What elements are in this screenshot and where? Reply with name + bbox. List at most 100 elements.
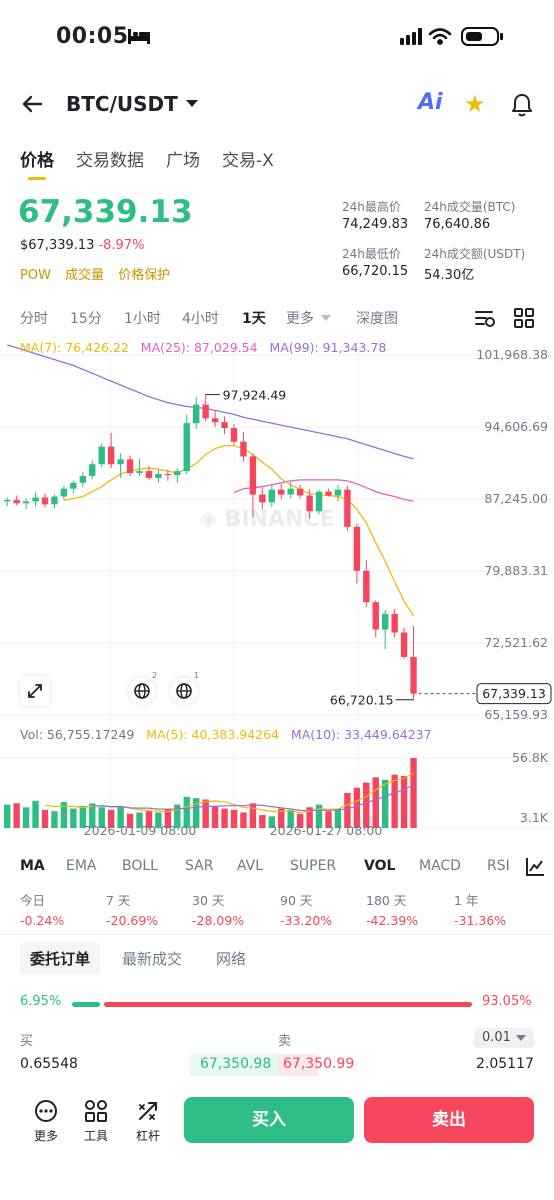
more-dots-icon xyxy=(35,1100,57,1122)
price-chart[interactable]: 101,968.38 94,606.69 87,245.00 79,883.31 72,… xyxy=(0,340,554,836)
candle xyxy=(136,471,143,474)
vol-ma10-line xyxy=(92,784,414,812)
stat-vol-btc: 24h成交量(BTC) 76,640.86 xyxy=(424,198,515,232)
fullscreen-button[interactable] xyxy=(20,676,50,706)
tag-pow[interactable]: POW xyxy=(20,268,51,283)
buy-ratio: 6.95% xyxy=(20,994,62,1009)
tab-price[interactable]: 价格 xyxy=(20,151,54,171)
candle xyxy=(249,456,257,495)
bid-price: 67,350.98 xyxy=(200,1056,272,1072)
network-button-1[interactable]: 2 xyxy=(128,671,157,705)
tf-1d[interactable]: 1天 xyxy=(242,311,266,327)
tab-trading-data[interactable]: 交易数据 xyxy=(76,151,144,171)
volume-bar xyxy=(240,812,247,828)
pair-selector[interactable]: BTC/USDT xyxy=(66,92,178,116)
network-button-2[interactable]: 1 xyxy=(170,671,199,705)
candle xyxy=(296,488,304,496)
grid-layout-icon[interactable] xyxy=(514,308,534,328)
volume-bar xyxy=(221,808,228,828)
ind-boll[interactable]: BOLL xyxy=(122,858,158,874)
candle xyxy=(344,489,351,527)
ind-avl[interactable]: AVL xyxy=(237,858,264,874)
globe-icon xyxy=(176,683,192,699)
volume-bar xyxy=(315,804,323,828)
indicator-settings-icon[interactable] xyxy=(524,856,546,878)
tab-square[interactable]: 广场 xyxy=(166,151,200,171)
stat-high-value: 74,249.83 xyxy=(342,217,409,232)
tf-depth[interactable]: 深度图 xyxy=(356,311,398,327)
ai-assistant-button[interactable]: Ai xyxy=(418,90,443,115)
ind-rsi[interactable]: RSI xyxy=(487,858,510,874)
volume-bar xyxy=(382,779,389,828)
ind-super[interactable]: SUPER xyxy=(290,858,337,874)
leverage-button[interactable]: 杠杆 xyxy=(128,1098,168,1144)
tools-button[interactable]: 工具 xyxy=(76,1098,116,1144)
candle xyxy=(202,404,209,419)
tab-latest-trades[interactable]: 最新成交 xyxy=(122,950,183,968)
chevron-down-icon[interactable] xyxy=(186,100,198,107)
y-tick-label: 65,159.93 xyxy=(484,707,548,722)
volume-bar xyxy=(306,807,313,828)
candle xyxy=(391,613,398,633)
tab-trade-x[interactable]: 交易-X xyxy=(222,151,274,171)
ma7-legend: MA(7): 76,426.22 xyxy=(20,340,129,355)
bell-icon[interactable] xyxy=(510,92,534,118)
bid-quantity: 0.65548 xyxy=(20,1056,78,1072)
volume-bar xyxy=(193,798,200,828)
volume-bar xyxy=(22,807,30,828)
volume-bar xyxy=(363,782,370,828)
volume-bar xyxy=(174,804,181,828)
perf-value: -28.09% xyxy=(192,913,245,928)
price-usd: $67,339.13 xyxy=(20,238,95,253)
stat-vol-btc-label: 24h成交量(BTC) xyxy=(424,200,516,214)
tab-order-book[interactable]: 委托订单 xyxy=(20,942,101,975)
volume-bar xyxy=(136,812,143,828)
candle xyxy=(230,428,238,442)
stat-low-label: 24h最低价 xyxy=(342,247,401,261)
volume-bar xyxy=(51,811,58,828)
candle xyxy=(183,423,190,472)
favorite-star-icon[interactable]: ★ xyxy=(464,90,486,118)
volume-bar xyxy=(296,813,304,828)
vol-legend: Vol: 56,755.17249 MA(5): 40,383.94264 MA… xyxy=(20,727,432,742)
orderbook-row[interactable]: 0.65548 67,350.98 67,350.99 2.05117 xyxy=(0,1054,554,1076)
back-arrow-icon[interactable] xyxy=(20,92,44,116)
ind-macd[interactable]: MACD xyxy=(419,858,461,874)
status-bar: 00:05 xyxy=(0,0,554,76)
tf-more[interactable]: 更多 xyxy=(286,311,314,327)
price-change: -8.97% xyxy=(98,238,145,253)
buy-ratio-bar xyxy=(72,1002,100,1007)
tf-15m[interactable]: 15分 xyxy=(70,311,102,327)
tab-network[interactable]: 网络 xyxy=(216,950,247,968)
chart-settings-icon[interactable] xyxy=(474,308,496,328)
sell-ratio: 93.05% xyxy=(482,994,532,1009)
tag-price-protection[interactable]: 价格保护 xyxy=(118,268,171,283)
candle xyxy=(155,474,162,478)
tf-timeline[interactable]: 分时 xyxy=(20,311,48,327)
candle xyxy=(32,497,39,502)
precision-select[interactable]: 0.01 xyxy=(474,1028,534,1048)
volume-bar xyxy=(400,775,408,828)
tag-volume[interactable]: 成交量 xyxy=(65,268,105,283)
tf-4h[interactable]: 4小时 xyxy=(182,311,219,327)
candle xyxy=(221,422,228,429)
ind-sar[interactable]: SAR xyxy=(185,858,214,874)
volume-bar xyxy=(117,805,124,828)
buy-button[interactable]: 买入 xyxy=(184,1097,354,1143)
more-button[interactable]: 更多 xyxy=(26,1098,66,1144)
ma7-line xyxy=(63,444,415,617)
stat-low: 24h最低价 66,720.15 xyxy=(342,245,408,279)
more-dropdown-icon[interactable] xyxy=(321,315,331,321)
candle xyxy=(22,501,30,504)
tf-1h[interactable]: 1小时 xyxy=(124,311,161,327)
ind-vol[interactable]: VOL xyxy=(364,858,396,874)
volume-bar xyxy=(60,802,68,828)
timeframe-bar: 分时 15分 1小时 4小时 1天 更多 深度图 xyxy=(0,306,554,330)
ma-legend: MA(7): 76,426.22 MA(25): 87,029.54 MA(99… xyxy=(20,340,386,355)
expand-icon xyxy=(28,684,42,698)
y-tick-label: 79,883.31 xyxy=(484,563,548,578)
ind-ema[interactable]: EMA xyxy=(66,858,97,874)
ind-ma[interactable]: MA xyxy=(20,858,45,874)
sell-button[interactable]: 卖出 xyxy=(364,1097,534,1143)
volume-bar xyxy=(126,813,134,828)
